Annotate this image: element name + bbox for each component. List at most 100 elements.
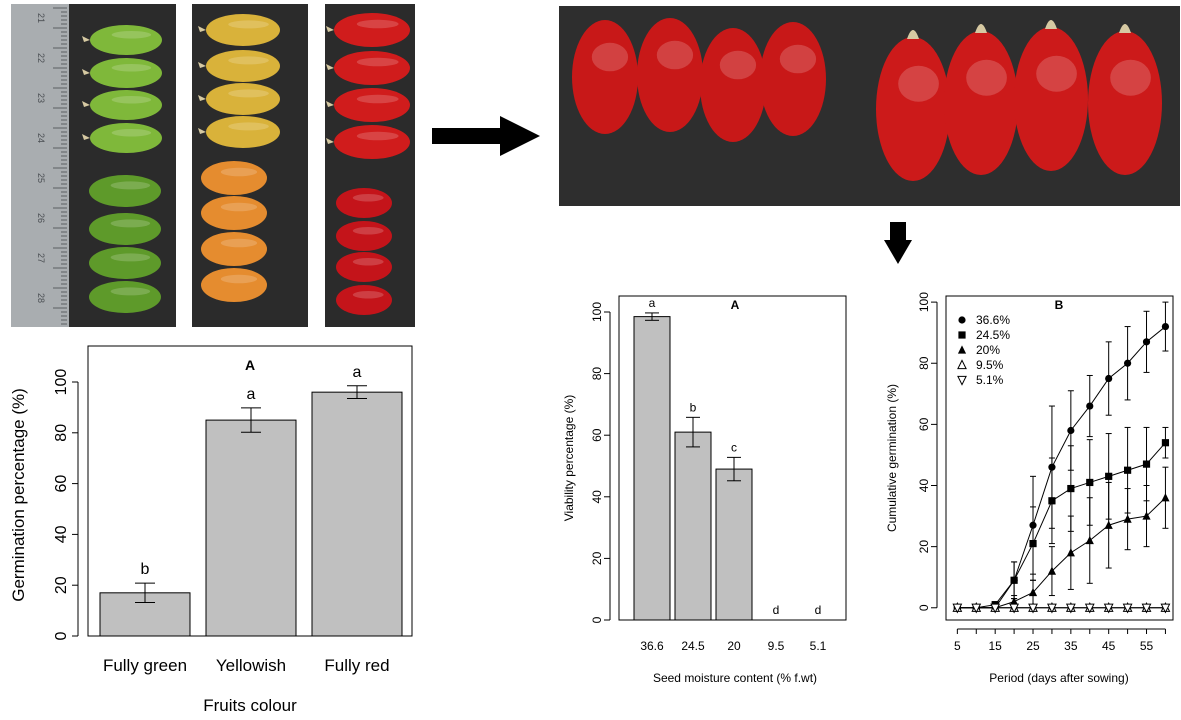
series-line — [957, 497, 1166, 609]
arrow-right-icon — [432, 116, 540, 156]
green-fruit-group — [82, 25, 162, 313]
photo-yellowish-fruits — [192, 4, 308, 327]
x-tick-label: Yellowish — [216, 656, 286, 675]
fruit-red — [326, 51, 410, 85]
x-tick-label: 55 — [1140, 639, 1154, 653]
significance-letter: a — [353, 364, 362, 381]
x-tick-label: 36.6 — [640, 639, 664, 653]
x-tick-label: Fully red — [324, 656, 389, 675]
y-tick-label: 0 — [917, 604, 931, 611]
photo-seeds — [559, 6, 1180, 206]
fruit-body — [201, 232, 267, 266]
fruit-highlight — [220, 238, 258, 248]
seed-stem — [1045, 20, 1057, 29]
x-tick-label: 25 — [1026, 639, 1040, 653]
fruit-red — [336, 221, 392, 251]
fruit-body — [700, 28, 766, 142]
fruit-stem — [82, 134, 90, 140]
ruler-ticks: 21 22 23 24 25 26 27 28 — [36, 7, 67, 325]
fruit-highlight — [352, 258, 384, 266]
fruit-highlight — [898, 65, 939, 102]
fruit-body — [90, 25, 162, 55]
fruit-highlight — [1036, 55, 1077, 92]
fruit-body — [334, 51, 410, 85]
y-tick-label: 40 — [917, 479, 931, 493]
fruit-body — [206, 50, 280, 82]
fruit-body — [1088, 31, 1162, 175]
fruit-yellowish — [201, 196, 267, 230]
fruit-highlight — [110, 181, 151, 190]
marker-triangle-down-open — [1028, 603, 1038, 614]
fruit-highlight — [220, 167, 258, 177]
fruit-stem — [326, 101, 334, 107]
x-tick-label: 20 — [727, 639, 741, 653]
fruit-highlight — [220, 202, 258, 212]
fruit-stem — [82, 101, 90, 107]
y-tick-label: 20 — [53, 576, 70, 594]
seed-stem — [907, 30, 919, 39]
marker-triangle-down-open — [1009, 603, 1020, 614]
fruit-highlight — [591, 42, 629, 72]
x-tick-label: 35 — [1064, 639, 1078, 653]
x-tick-label: 5.1 — [810, 639, 827, 653]
fruit-yellowish — [201, 161, 267, 195]
ruler-number: 27 — [36, 253, 46, 263]
marker-circle — [1086, 402, 1094, 410]
y-tick-label: 20 — [590, 551, 604, 565]
fruit-red — [336, 285, 392, 315]
panel-label: A — [245, 357, 255, 373]
ruler-number: 24 — [36, 133, 46, 143]
y-tick-label: 60 — [917, 417, 931, 431]
red-fruit-group — [326, 13, 410, 315]
y-tick-label: 80 — [590, 367, 604, 381]
ruler-number: 23 — [36, 93, 46, 103]
seed-with-aril — [1014, 27, 1088, 171]
seed-peeled — [637, 18, 703, 132]
y-tick-label: 100 — [53, 369, 70, 396]
y-tick-label: 40 — [53, 525, 70, 543]
fruit-highlight — [111, 96, 152, 104]
legend-entry: 24.5% — [976, 328, 1010, 342]
fruit-green — [82, 90, 162, 120]
fruit-body — [336, 221, 392, 251]
fruit-green — [82, 25, 162, 55]
significance-letter: b — [141, 561, 150, 578]
fruit-highlight — [356, 19, 399, 29]
marker-square — [1124, 466, 1132, 474]
x-tick-label: 24.5 — [681, 639, 705, 653]
marker-triangle-down-open — [1084, 603, 1095, 614]
fruit-highlight — [228, 89, 269, 98]
marker-triangle — [1010, 597, 1019, 606]
marker-triangle — [1123, 514, 1132, 523]
marker-triangle — [1104, 520, 1113, 529]
bar — [633, 316, 671, 621]
fruit-yellowish — [201, 268, 267, 302]
fruit-body — [89, 281, 161, 313]
marker-square — [1010, 576, 1018, 584]
fruit-highlight — [220, 274, 258, 284]
x-axis-label: Seed moisture content (% f.wt) — [653, 671, 817, 685]
fruit-stem — [198, 26, 206, 32]
marker-circle — [1105, 374, 1113, 383]
significance-letter: d — [815, 603, 822, 617]
fruit-red — [336, 252, 392, 282]
marker-square — [1067, 484, 1075, 493]
fruit-green — [82, 123, 162, 153]
x-axis-label: Period (days after sowing) — [989, 671, 1128, 685]
marker-triangle-down-open — [952, 603, 963, 614]
ruler-number: 21 — [36, 13, 46, 23]
series-2 — [953, 466, 1170, 612]
yellowish-fruit-group — [198, 14, 280, 302]
significance-letter: a — [247, 386, 256, 403]
fruit-yellowish — [198, 83, 280, 115]
marker-triangle-down-open — [1141, 603, 1152, 614]
marker-triangle-down-open — [1122, 603, 1133, 614]
fruit-body — [334, 13, 410, 47]
y-tick-label: 100 — [917, 292, 931, 312]
legend-entry: 20% — [976, 343, 1000, 357]
y-axis-label: Viability percentage (%) — [562, 395, 576, 522]
marker-triangle-down-open — [1103, 603, 1114, 614]
